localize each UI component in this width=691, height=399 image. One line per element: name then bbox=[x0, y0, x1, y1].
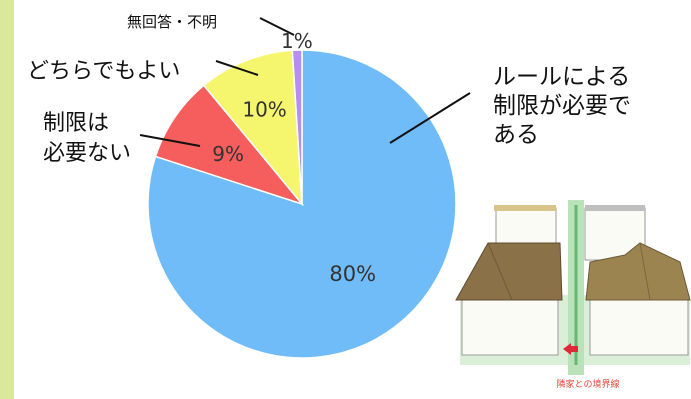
category-label-0-line-0: ルールによる bbox=[493, 64, 630, 90]
leader-line-1 bbox=[139, 134, 201, 147]
boundary-marker-arrow bbox=[563, 343, 578, 355]
neighbor-boundary-illustration: 隣家との境界線 bbox=[455, 200, 691, 390]
pie-slice-3 bbox=[291, 49, 303, 205]
category-label-1-line-0: 制限は bbox=[43, 111, 109, 136]
category-label-2-line-0: どちらでもよい bbox=[27, 59, 180, 84]
pie-slice-2 bbox=[202, 49, 303, 207]
category-label-0-line-1: 制限が必要で bbox=[493, 93, 631, 119]
category-label-0-line-2: ある bbox=[493, 122, 539, 148]
pie-slice-1 bbox=[154, 84, 305, 206]
label-leader-lines bbox=[139, 17, 471, 147]
slice-value-label-3: 1% bbox=[281, 29, 313, 53]
roof-edge-back-left bbox=[494, 205, 556, 211]
pie-chart bbox=[147, 49, 457, 359]
category-label-3-line-0: 無回答・不明 bbox=[127, 13, 217, 31]
leader-line-0 bbox=[389, 92, 471, 144]
slice-value-label-2: 10% bbox=[242, 98, 286, 122]
slice-value-label-0: 80% bbox=[329, 262, 376, 286]
roof-ridge-left bbox=[487, 242, 513, 301]
boundary-caption: 隣家との境界線 bbox=[557, 378, 620, 390]
roof-ridge-right bbox=[639, 242, 651, 301]
category-label-1-line-1: 必要ない bbox=[43, 141, 131, 166]
house-front-left-wall bbox=[461, 299, 559, 356]
slice-value-label-1: 9% bbox=[212, 142, 244, 166]
side-accent-strip bbox=[0, 0, 14, 399]
leader-line-3 bbox=[259, 17, 295, 36]
house-front-left-roof bbox=[455, 242, 563, 301]
roof-edge-back-right bbox=[585, 205, 645, 211]
house-front-right-wall bbox=[589, 299, 689, 356]
leader-line-2 bbox=[215, 60, 259, 76]
